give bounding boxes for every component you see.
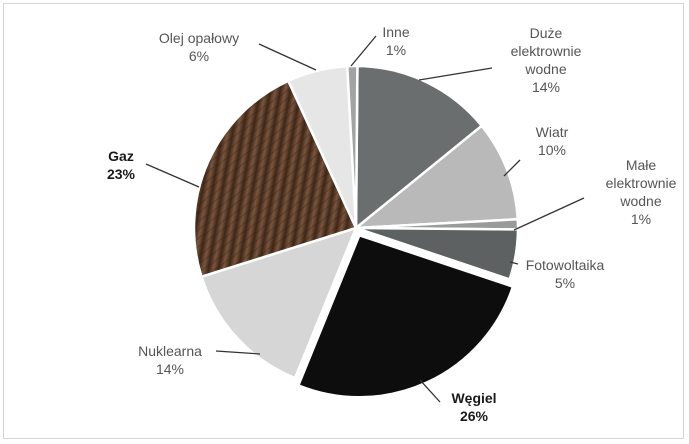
slice-label-line: 23%: [107, 166, 136, 182]
slice-label-line: 14%: [532, 79, 560, 95]
slice-label-line: Olej opałowy: [159, 30, 239, 46]
pie-chart: Duże elektrownie wodne 14% Wiatr 10% Małe elekt…: [107, 24, 677, 424]
slice-label-line: wodne: [524, 61, 566, 77]
leader-line-duze-elektrownie-wodne: [418, 67, 493, 81]
slice-label-line: Wiatr: [536, 124, 569, 140]
pie-slice-wiatr: [352, 124, 520, 230]
slice-label-line: 5%: [555, 275, 575, 291]
slice-label-wiatr: Wiatr 10%: [536, 124, 569, 158]
leader-line-wegiel: [419, 379, 441, 403]
slice-label-gaz: Gaz 23%: [107, 148, 136, 182]
slice-label-line: 6%: [189, 48, 209, 64]
slice-label-olej-opalowy: Olej opałowy 6%: [159, 30, 239, 64]
leader-line-olej-opalowy: [258, 43, 317, 71]
slice-label-line: Gaz: [108, 148, 134, 164]
slice-label-line: Fotowoltaika: [526, 257, 605, 273]
pie-slices: [192, 64, 520, 399]
slice-label-duze-elektrownie-wodne: Duże elektrownie wodne 14%: [511, 25, 582, 95]
slice-label-line: 1%: [386, 42, 406, 58]
slice-label-inne: Inne 1%: [382, 24, 409, 58]
pie-slice-wegiel: [296, 233, 515, 399]
slice-label-line: elektrownie: [606, 175, 677, 191]
slice-label-line: 10%: [538, 142, 566, 158]
pie-slice-duze-elektrownie-wodne: [354, 64, 484, 231]
chart-frame: Duże elektrownie wodne 14% Wiatr 10% Małe elekt…: [3, 3, 684, 439]
leader-lines: [145, 35, 585, 403]
slice-label-line: 1%: [631, 211, 651, 227]
slice-label-line: Nuklearna: [138, 343, 202, 359]
slice-label-line: wodne: [619, 193, 661, 209]
slice-label-wegiel: Węgiel 26%: [451, 390, 496, 424]
slice-label-line: elektrownie: [511, 43, 582, 59]
slice-label-fotowoltaika: Fotowoltaika 5%: [526, 257, 605, 291]
slice-label-line: Węgiel: [451, 390, 496, 406]
slice-label-line: Duże: [530, 25, 563, 41]
pie-slice-inne: [345, 64, 359, 229]
leader-line-fotowoltaika: [509, 261, 519, 265]
slice-labels: Duże elektrownie wodne 14% Wiatr 10% Małe elekt…: [107, 24, 677, 424]
leader-line-wiatr: [503, 159, 521, 177]
slice-label-line: Małe: [626, 157, 657, 173]
pie-slice-fotowoltaika: [355, 226, 520, 281]
leader-line-male-elektrownie-wodne: [513, 197, 585, 231]
slice-label-line: 26%: [460, 408, 489, 424]
slice-label-male-elektrownie-wodne: Małe elektrownie wodne 1%: [606, 157, 677, 227]
leader-line-gaz: [145, 163, 200, 188]
slice-label-line: Inne: [382, 24, 409, 40]
leader-line-inne: [350, 35, 377, 67]
leader-line-nuklearna: [215, 350, 261, 355]
slice-label-nuklearna: Nuklearna 14%: [138, 343, 202, 377]
slice-label-line: 14%: [156, 361, 184, 377]
pie-slice-gaz: [192, 79, 358, 279]
